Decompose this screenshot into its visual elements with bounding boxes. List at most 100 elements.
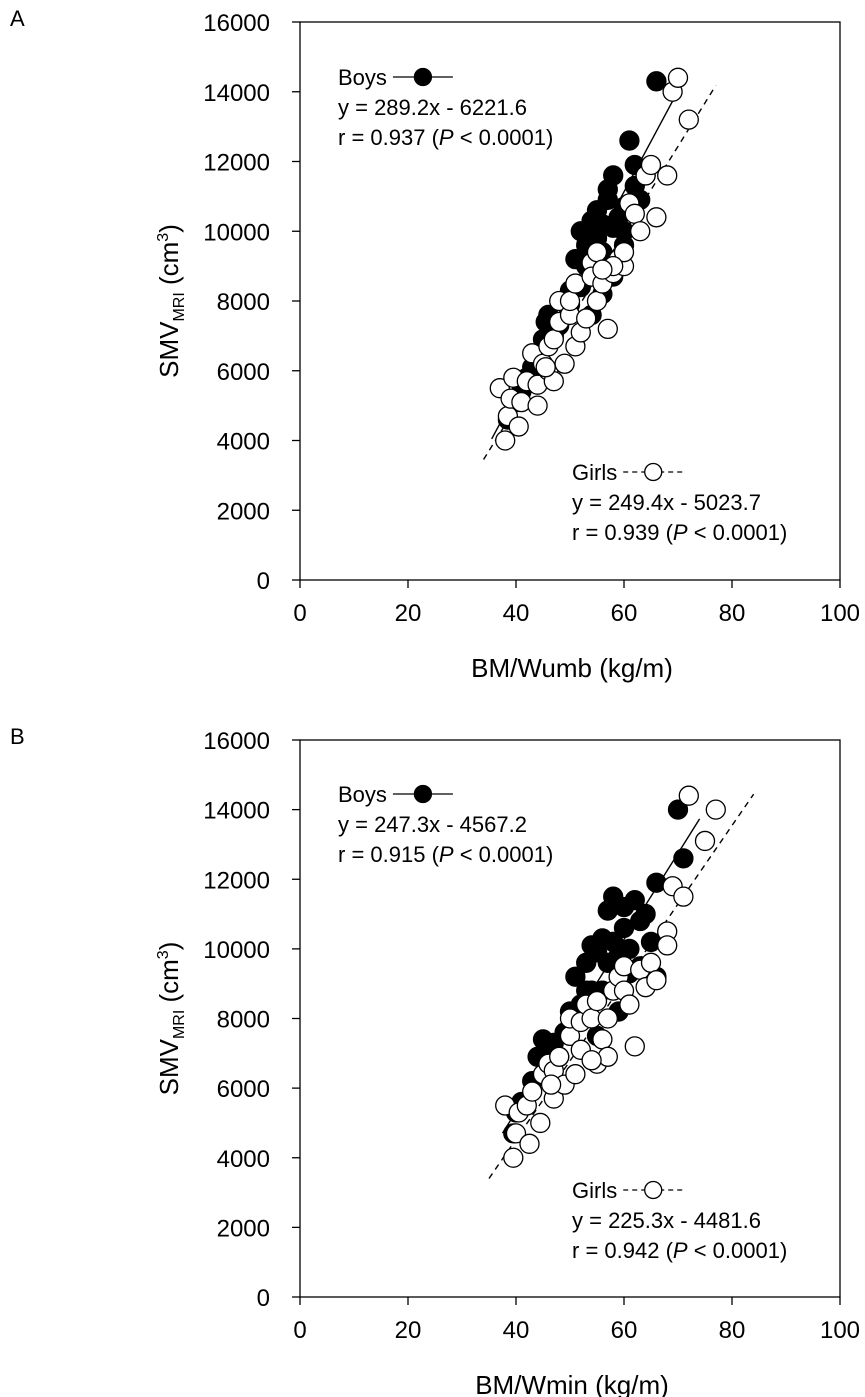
data-point-girls [503,1147,524,1168]
y-axis-label-subscript: MRI [171,1010,188,1039]
data-point-girls [505,1123,527,1144]
data-point-girls [586,242,608,263]
x-tick-label: 100 [820,1317,860,1344]
data-point-girls [657,165,678,186]
y-tick-label: 8000 [217,1007,270,1034]
y-axis-label-unit-close: ) [154,942,184,951]
data-point-girls [565,1064,586,1085]
data-point-girls [554,353,575,374]
data-point-girls [597,318,618,340]
data-point-girls [657,935,678,956]
y-tick-label: 12000 [203,150,270,177]
data-point-girls [673,886,694,907]
legend-series-name: Boys [338,65,387,90]
y-tick-label: 10000 [203,219,270,246]
data-point-boys [624,889,645,911]
data-point-girls [624,203,645,224]
legend-r-prefix: r = 0.942 ( [572,1238,674,1263]
legend-correlation: r = 0.937 (P < 0.0001) [338,125,553,150]
legend-p-symbol: P [439,842,454,867]
legend-r-suffix: < 0.0001) [454,842,554,867]
data-point-boys [570,221,591,242]
data-point-girls [646,970,667,991]
y-axis-label-unit: (cm [154,242,184,293]
legend-correlation: r = 0.939 (P < 0.0001) [572,520,787,545]
data-point-girls [543,329,564,350]
data-point-girls [535,357,556,378]
data-point-girls [559,290,581,312]
y-tick-label: 16000 [203,728,270,755]
data-point-girls [519,1133,540,1154]
legend-p-symbol: P [673,520,688,545]
legend-r-suffix: < 0.0001) [688,520,788,545]
data-point-girls [495,430,516,451]
data-point-girls [640,952,662,973]
legend-series-name: Girls [572,1178,617,1203]
x-tick-label: 80 [719,600,746,627]
x-tick-label: 0 [293,600,306,627]
data-point-girls [576,308,597,329]
legend-p-symbol: P [673,1238,688,1263]
y-tick-label: 16000 [203,10,270,37]
data-point-girls [678,785,699,806]
y-tick-label: 14000 [203,80,270,107]
y-axis-label-subscript: MRI [171,292,188,321]
legend-r-suffix: < 0.0001) [688,1238,788,1263]
panel-letter: B [10,724,25,749]
data-point-boys [603,165,624,186]
data-point-girls [667,67,689,88]
x-tick-label: 100 [820,600,860,627]
legend-marker [413,67,433,87]
y-axis-label-superscript: 3 [155,950,172,959]
data-point-boys [667,799,689,820]
y-axis-label-main: SMV [154,1038,184,1095]
legend-marker [413,784,433,804]
x-axis-label: BM/Wmin (kg/m) [475,1370,669,1397]
legend-marker [644,462,663,482]
y-tick-label: 0 [257,568,270,595]
x-tick-label: 40 [503,600,530,627]
x-tick-label: 60 [611,1317,638,1344]
y-tick-label: 10000 [203,937,270,964]
data-point-girls [619,994,640,1015]
data-point-girls [592,259,613,280]
y-tick-label: 8000 [217,289,270,316]
y-tick-label: 12000 [203,867,270,894]
data-point-girls [694,830,716,852]
x-tick-label: 20 [395,1317,422,1344]
y-tick-label: 2000 [217,1215,270,1242]
chart-panel-b: B 0 20 40 60 80 100 0 2000 4000 6000 8000 10000 12000… [10,724,860,1397]
legend-series-name: Boys [338,782,387,807]
legend-r-suffix: < 0.0001) [454,125,554,150]
legend-r-prefix: r = 0.939 ( [572,520,674,545]
data-point-girls [508,416,529,437]
data-point-girls [549,1046,570,1067]
x-tick-label: 0 [293,1317,306,1344]
legend-equation: y = 289.2x - 6221.6 [338,95,527,120]
y-tick-label: 6000 [217,359,270,386]
data-point-boys [635,903,656,925]
y-tick-label: 0 [257,1285,270,1312]
y-axis-label-superscript: 3 [155,233,172,242]
y-axis-label-unit: (cm [154,959,184,1010]
data-point-girls [597,1008,618,1029]
legend-correlation: r = 0.942 (P < 0.0001) [572,1238,787,1263]
y-tick-label: 6000 [217,1076,270,1103]
x-tick-label: 80 [719,1317,746,1344]
data-point-girls [527,395,548,416]
legend-p-symbol: P [439,125,454,150]
data-point-boys [673,848,694,869]
legend-equation: y = 249.4x - 5023.7 [572,490,761,515]
y-tick-label: 2000 [217,498,270,525]
data-point-girls [646,207,667,228]
y-axis-label-main: SMV [154,321,184,378]
data-point-girls [522,1081,543,1102]
data-point-girls [613,242,635,263]
data-point-boys [646,71,667,92]
legend-r-prefix: r = 0.915 ( [338,842,440,867]
x-tick-label: 20 [395,600,422,627]
chart-panel-a: A 0 20 40 60 80 100 0 2000 4000 6000 8000 10000 12000… [10,6,860,683]
data-point-girls [705,799,726,820]
y-tick-label: 4000 [217,1146,270,1173]
